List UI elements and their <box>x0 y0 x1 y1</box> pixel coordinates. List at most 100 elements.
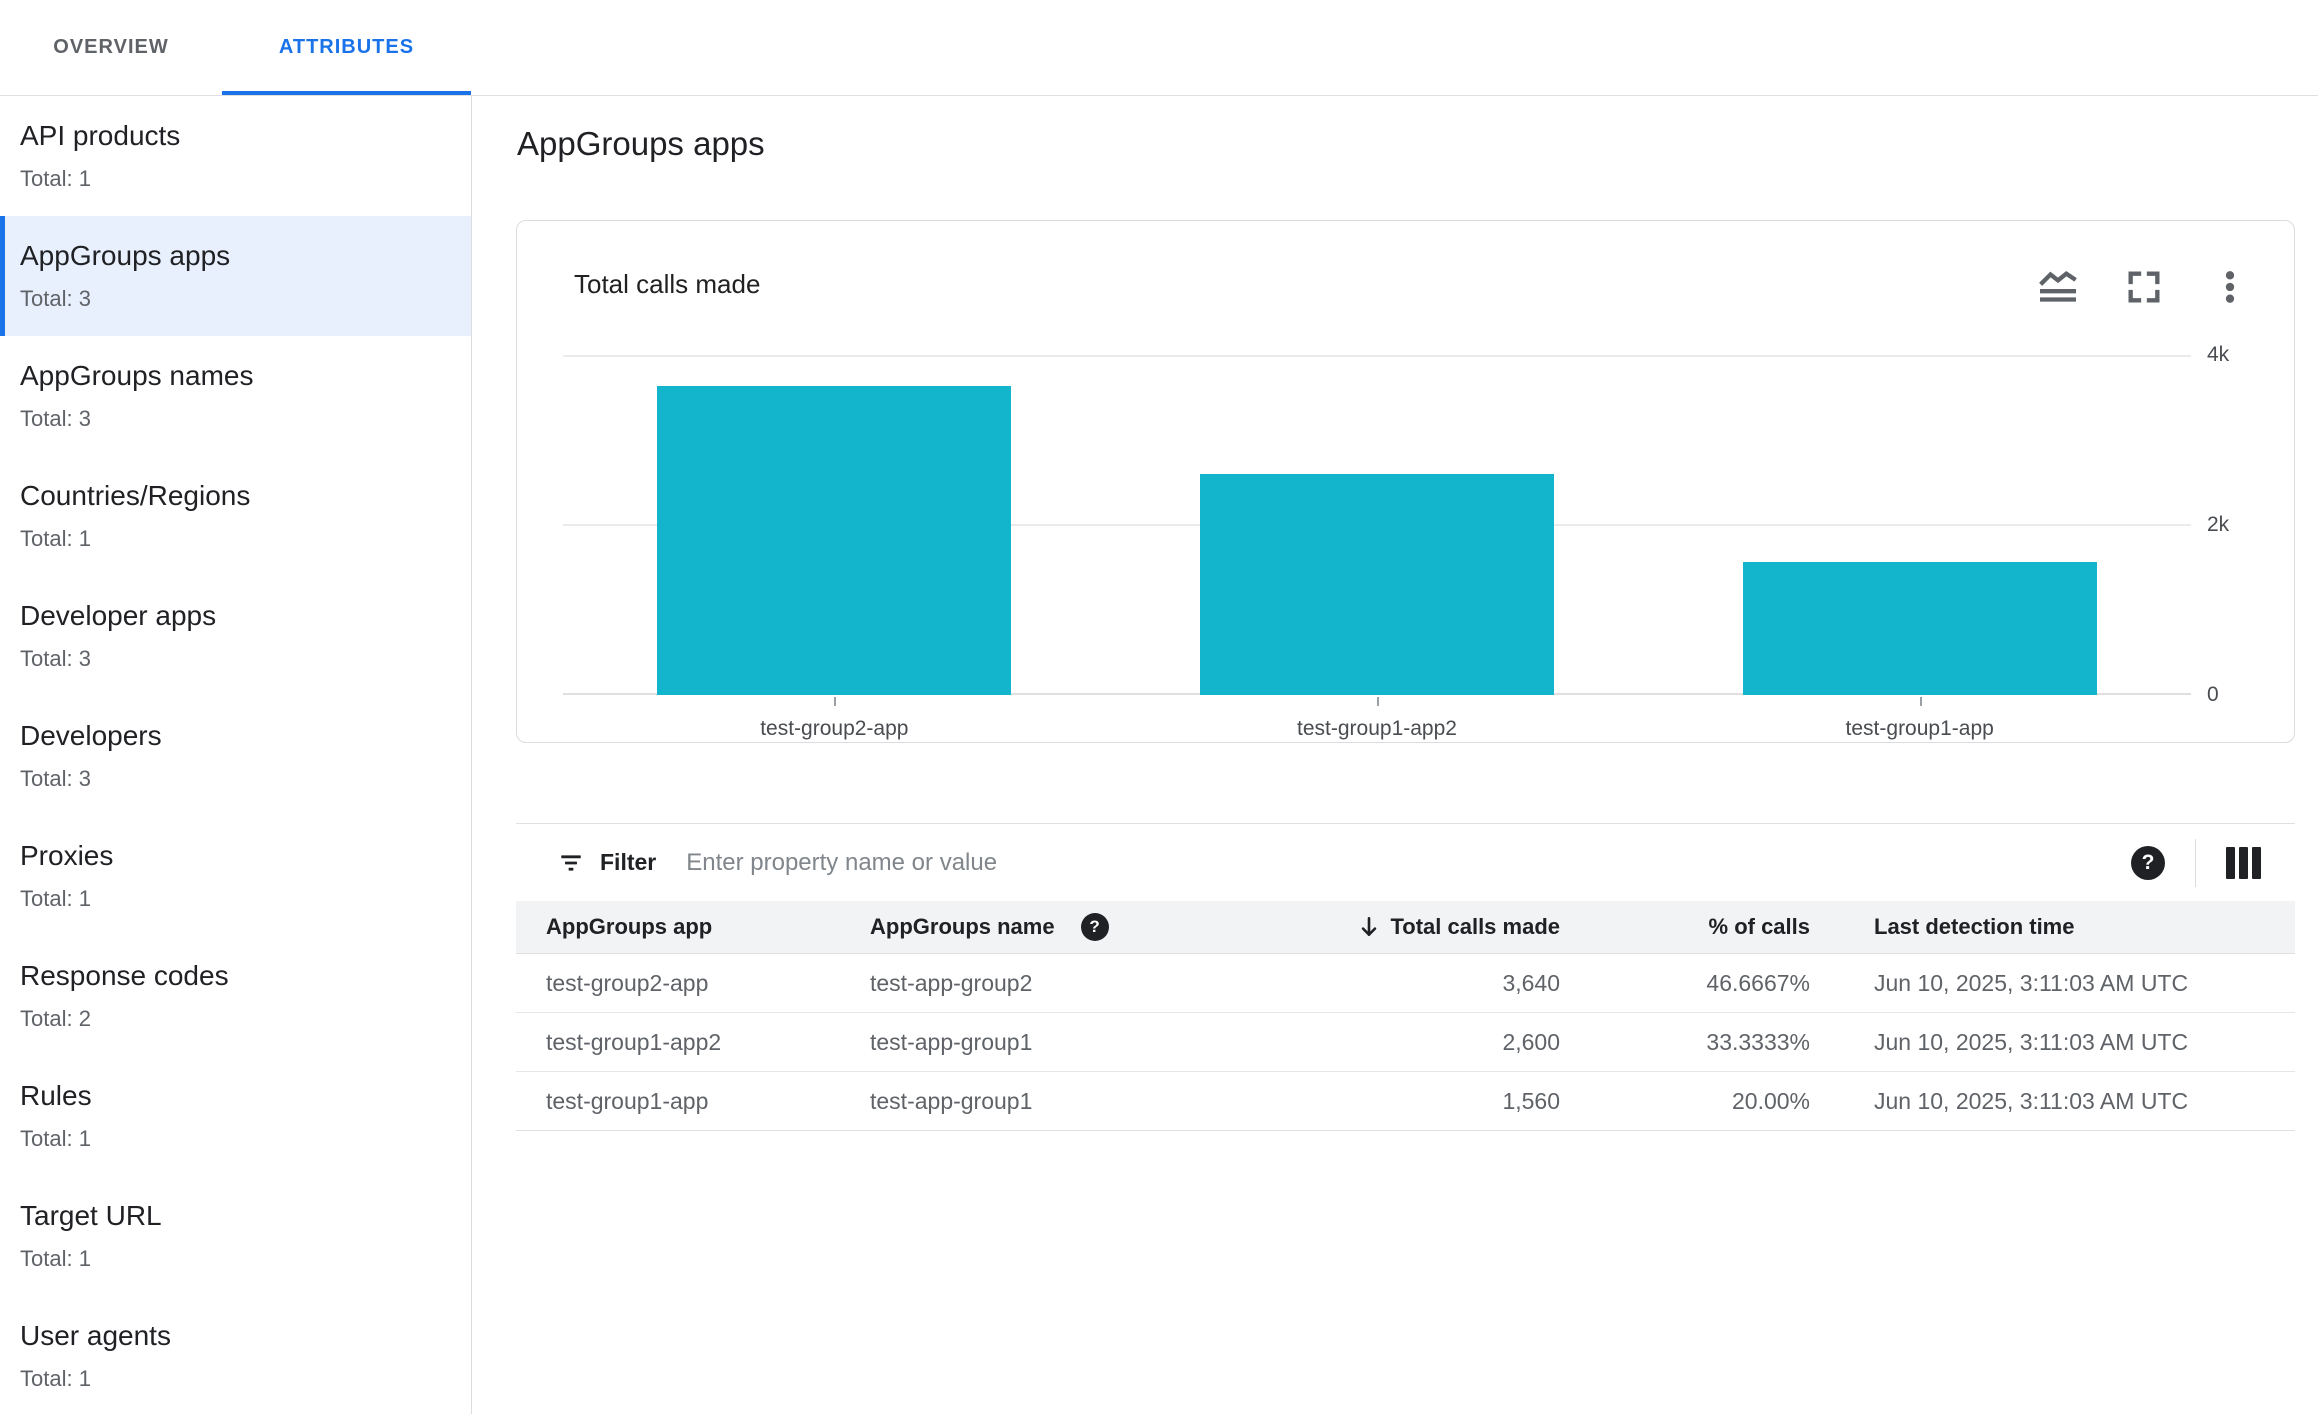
sidebar-item-total: Total: 3 <box>20 286 91 311</box>
cell-last-detection-time: Jun 10, 2025, 3:11:03 AM UTC <box>1874 1087 2189 1114</box>
x-axis-label: test-group2-app <box>760 717 909 740</box>
appgroups-name-help-icon[interactable]: ? <box>1080 913 1109 941</box>
filter-input[interactable] <box>684 847 2131 878</box>
tab-overview-label: OVERVIEW <box>53 36 169 58</box>
sidebar-item-total: Total: 3 <box>20 406 91 431</box>
sidebar-item-total: Total: 1 <box>20 526 91 551</box>
tab-attributes-label: ATTRIBUTES <box>278 36 415 58</box>
sidebar-item-developers[interactable]: Developers Total: 3 <box>0 696 471 816</box>
chart-title: Total calls made <box>574 269 761 299</box>
sidebar-item-label: AppGroups names <box>20 360 254 391</box>
bar-slot: test-group1-app <box>1648 355 2191 740</box>
header-pct-of-calls[interactable]: % of calls <box>1708 914 1810 939</box>
sidebar-item-api-products[interactable]: API products Total: 1 <box>0 96 471 216</box>
cell-appgroups-app: test-group2-app <box>546 969 709 996</box>
gridline-4k <box>563 355 2191 357</box>
y-axis-label: 2k <box>2207 513 2230 536</box>
fullscreen-icon <box>2128 271 2160 303</box>
x-axis-label: test-group1-app <box>1845 717 1994 740</box>
y-axis-label: 4k <box>2207 343 2230 366</box>
sidebar-item-appgroups-apps[interactable]: AppGroups apps Total: 3 <box>0 216 471 336</box>
x-axis-tick <box>1919 697 1922 706</box>
header-appgroups-name[interactable]: AppGroups name ? <box>870 913 1330 941</box>
sidebar-item-rules[interactable]: Rules Total: 1 <box>0 1056 471 1176</box>
area-chart-icon <box>2039 270 2077 302</box>
cell-appgroups-name: test-app-group2 <box>870 969 1033 996</box>
table-row: test-group2-app test-app-group2 3,640 46… <box>516 954 2295 1013</box>
sidebar-item-label: Response codes <box>20 960 229 991</box>
chart-more-button[interactable] <box>2210 267 2250 307</box>
sidebar-item-label: API products <box>20 120 181 151</box>
sidebar-item-label: Target URL <box>20 1200 162 1231</box>
chart-bar <box>657 385 1012 695</box>
table-header-row: AppGroups app AppGroups name ? Total cal… <box>516 901 2295 954</box>
header-total-calls-made-label: Total calls made <box>1390 914 1560 939</box>
page-title: AppGroups apps <box>517 125 765 162</box>
sidebar-item-response-codes[interactable]: Response codes Total: 2 <box>0 936 471 1056</box>
sidebar-item-label: Rules <box>20 1080 92 1111</box>
sidebar-item-label: Proxies <box>20 840 114 871</box>
sidebar-item-total: Total: 1 <box>20 1366 91 1391</box>
sidebar-item-label: User agents <box>20 1320 171 1351</box>
cell-pct-of-calls: 46.6667% <box>1706 969 1810 996</box>
filter-icon <box>561 854 581 871</box>
sidebar-item-appgroups-names[interactable]: AppGroups names Total: 3 <box>0 336 471 456</box>
cell-total-calls: 2,600 <box>1502 1028 1560 1055</box>
bar-chart-plot: test-group2-app test-group1-app2 test-gr… <box>563 355 2191 740</box>
sidebar-item-total: Total: 3 <box>20 766 91 791</box>
chart-type-button[interactable] <box>2038 267 2078 307</box>
sidebar-item-countries-regions[interactable]: Countries/Regions Total: 1 <box>0 456 471 576</box>
x-axis-tick <box>1377 697 1379 706</box>
sidebar-item-label: Developer apps <box>20 600 217 631</box>
cell-total-calls: 1,560 <box>1502 1087 1560 1114</box>
table-row: test-group1-app2 test-app-group1 2,600 3… <box>516 1013 2295 1072</box>
filter-label: Filter <box>600 849 657 875</box>
y-axis-label: 0 <box>2207 683 2219 706</box>
header-appgroups-app[interactable]: AppGroups app <box>546 914 713 939</box>
cell-appgroups-name: test-app-group1 <box>870 1087 1033 1114</box>
sort-descending-icon <box>1362 917 1377 936</box>
sidebar-item-target-url[interactable]: Target URL Total: 1 <box>0 1176 471 1296</box>
sidebar-item-total: Total: 2 <box>20 1006 91 1031</box>
x-axis-tick <box>834 697 837 706</box>
chart-toolbar <box>2038 267 2250 307</box>
chart-bar <box>1742 562 2097 695</box>
fullscreen-button[interactable] <box>2124 267 2164 307</box>
table-row: test-group1-app test-app-group1 1,560 20… <box>516 1072 2295 1131</box>
sidebar-item-total: Total: 1 <box>20 1246 91 1271</box>
chart-bar <box>1200 474 1554 695</box>
total-calls-chart-card: Total calls made <box>516 220 2295 743</box>
sidebar-item-total: Total: 1 <box>20 886 91 911</box>
bar-slots: test-group2-app test-group1-app2 test-gr… <box>563 355 2191 740</box>
sidebar-item-user-agents[interactable]: User agents Total: 1 <box>0 1296 471 1414</box>
filter-row: Filter ? <box>516 824 2295 901</box>
cell-last-detection-time: Jun 10, 2025, 3:11:03 AM UTC <box>1874 969 2189 996</box>
tab-attributes[interactable]: ATTRIBUTES <box>222 0 471 95</box>
cell-pct-of-calls: 20.00% <box>1731 1087 1810 1114</box>
attributes-table-section: Filter ? AppGroups app AppGroups name ? … <box>516 823 2295 1131</box>
header-total-calls-made[interactable]: Total calls made <box>1330 914 1560 940</box>
toolbar-divider <box>2195 838 2196 887</box>
bar-slot: test-group1-app2 <box>1106 355 1649 740</box>
sidebar-item-developer-apps[interactable]: Developer apps Total: 3 <box>0 576 471 696</box>
sidebar-item-proxies[interactable]: Proxies Total: 1 <box>0 816 471 936</box>
filter-help-icon[interactable]: ? <box>2131 845 2165 880</box>
column-settings-icon[interactable] <box>2226 846 2261 879</box>
sidebar-item-label: Developers <box>20 720 162 751</box>
sidebar-item-total: Total: 3 <box>20 646 91 671</box>
tab-overview[interactable]: OVERVIEW <box>0 0 222 95</box>
sidebar-item-label: Countries/Regions <box>20 480 251 511</box>
sidebar-item-label: AppGroups apps <box>20 240 231 271</box>
header-appgroups-name-label: AppGroups name <box>870 914 1055 939</box>
cell-appgroups-app: test-group1-app <box>546 1087 709 1114</box>
cell-appgroups-name: test-app-group1 <box>870 1028 1033 1055</box>
header-last-detection-time[interactable]: Last detection time <box>1874 914 2075 939</box>
attributes-sidebar: API products Total: 1 AppGroups apps Tot… <box>0 96 472 1414</box>
sidebar-item-total: Total: 1 <box>20 166 91 191</box>
sidebar-item-total: Total: 1 <box>20 1126 91 1151</box>
cell-last-detection-time: Jun 10, 2025, 3:11:03 AM UTC <box>1874 1028 2189 1055</box>
more-vert-icon <box>2225 271 2235 303</box>
cell-appgroups-app: test-group1-app2 <box>546 1028 722 1055</box>
bar-slot: test-group2-app <box>563 355 1106 740</box>
